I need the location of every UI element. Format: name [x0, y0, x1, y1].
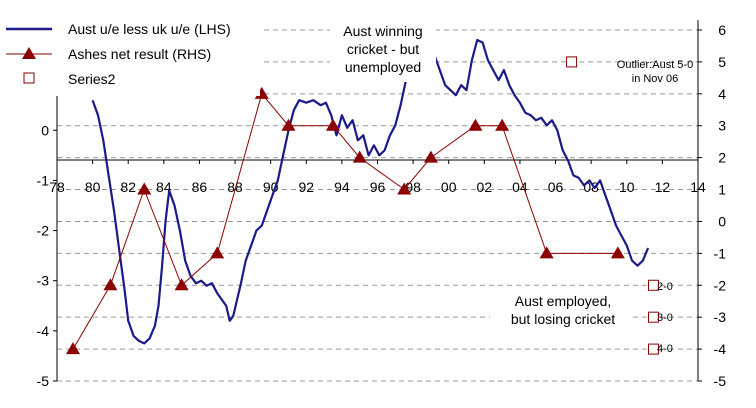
ashes-marker	[495, 118, 510, 131]
legend-label: Aust u/e less uk u/e (LHS)	[68, 21, 231, 37]
annotation-text: but losing cricket	[511, 311, 615, 327]
ashes-marker	[325, 118, 340, 131]
legend-box	[0, 18, 260, 96]
x-tick-label: 14	[690, 179, 706, 195]
annotation-text: Outlier:Aust 5-0	[617, 59, 693, 71]
left-tick-label: 0	[41, 122, 49, 138]
series-markers	[66, 56, 659, 355]
annotation-text: 4-0	[657, 343, 673, 355]
x-tick-label: 84	[156, 179, 172, 195]
x-tick-label: 02	[477, 179, 493, 195]
series2-marker	[647, 343, 659, 355]
x-tick-label: 96	[370, 179, 386, 195]
right-tick-label: 6	[718, 22, 726, 38]
x-tick-label: 78	[49, 179, 65, 195]
ashes-marker	[610, 246, 625, 259]
left-tick-label: -1	[37, 172, 50, 188]
ashes-marker	[468, 118, 483, 131]
annotation-text: unemployed	[345, 59, 421, 75]
x-tick-label: 94	[334, 179, 350, 195]
legend-swatch-series2	[23, 72, 35, 84]
annotation-background	[330, 20, 436, 82]
x-tick-label: 80	[85, 179, 101, 195]
x-tick-label: 00	[441, 179, 457, 195]
series2-marker	[566, 56, 578, 68]
legend: Aust u/e less uk u/e (LHS) Ashes net resu…	[0, 18, 260, 96]
x-tick-label: 04	[512, 179, 528, 195]
annotation-background	[490, 288, 630, 328]
series2-marker	[647, 279, 659, 291]
ashes-marker	[210, 246, 225, 259]
x-tick-label: 82	[120, 179, 136, 195]
left-tick-label: -3	[37, 273, 50, 289]
right-tick-label: -5	[714, 373, 727, 389]
ashes-marker	[137, 182, 152, 195]
x-tick-label: 10	[619, 179, 635, 195]
annotation-text: Aust winning	[343, 23, 422, 39]
ashes-marker	[103, 278, 118, 291]
left-tick-label: -4	[37, 323, 50, 339]
x-tick-label: 88	[227, 179, 243, 195]
annotation-text: 2-0	[657, 281, 673, 293]
ashes-marker	[66, 342, 81, 355]
right-tick-label: 4	[718, 86, 726, 102]
series-line-unemployment	[91, 38, 650, 345]
ashes-marker	[539, 246, 554, 259]
ashes-marker	[281, 118, 296, 131]
annotations: Aust winning cricket - but unemployed Outli…	[330, 20, 693, 355]
annotation-text: in Nov 06	[632, 73, 678, 85]
right-tick-label: -4	[714, 341, 727, 357]
ashes-marker	[174, 278, 189, 291]
annotation-text: cricket - but	[347, 41, 419, 57]
legend-label: Series2	[68, 71, 116, 87]
series2-marker	[647, 311, 659, 323]
ashes-marker	[423, 150, 438, 163]
right-tick-label: 1	[718, 182, 726, 198]
annotation-text: Aust employed,	[515, 293, 612, 309]
right-tick-label: -3	[714, 309, 727, 325]
ashes-marker	[397, 182, 412, 195]
left-axis-ticks: -5-4-3-2-101	[37, 72, 57, 389]
right-tick-label: -1	[714, 245, 727, 261]
right-axis-ticks: -5 -4 -3 -2 -1 0 1 2 3 4 5 6	[698, 22, 726, 389]
ashes-marker	[352, 150, 367, 163]
left-tick-label: -5	[37, 373, 50, 389]
legend-label: Ashes net result (RHS)	[68, 46, 211, 62]
right-tick-label: -2	[714, 277, 727, 293]
x-tick-label: 06	[548, 179, 564, 195]
x-tick-label: 86	[192, 179, 208, 195]
right-tick-label: 3	[718, 118, 726, 134]
annotation-text: 3-0	[657, 312, 673, 324]
right-tick-label: 5	[718, 54, 726, 70]
right-tick-label: 2	[718, 150, 726, 166]
legend-swatch-ashes-marker	[22, 47, 36, 59]
x-tick-label: 12	[655, 179, 671, 195]
left-tick-label: -2	[37, 223, 50, 239]
x-tick-label: 92	[298, 179, 314, 195]
right-tick-label: 0	[718, 213, 726, 229]
